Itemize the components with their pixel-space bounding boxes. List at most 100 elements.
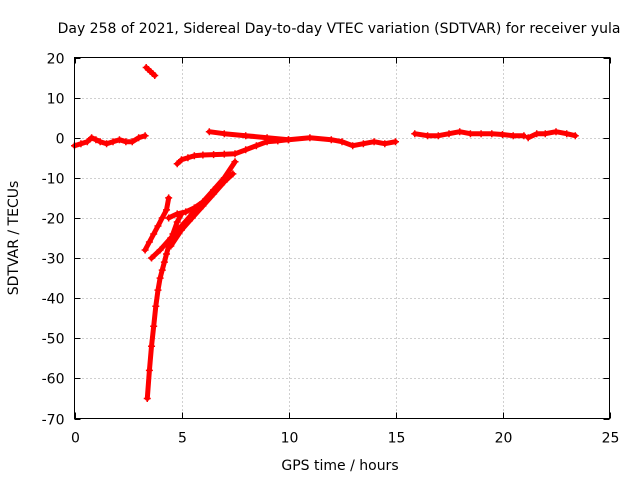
data-point [445,130,453,138]
data-point [96,138,104,146]
data-point [152,302,160,310]
data-point [242,146,250,154]
data-point [381,140,389,148]
data-point [184,154,192,162]
data-point [306,134,314,142]
data-point [541,130,549,138]
data-point [163,250,171,258]
data-point [148,254,156,262]
data-point [178,156,185,164]
data-point [173,210,181,218]
x-tick-label: 10 [281,431,299,447]
data-point [173,218,181,226]
y-tick-label: -20 [42,212,65,228]
data-point [242,132,250,140]
data-point [135,134,143,142]
data-point [434,132,442,140]
data-point [229,170,237,178]
data-point [424,132,432,140]
data-point [143,394,151,402]
data-point [160,258,168,266]
data-point [158,266,166,274]
data-point [150,230,158,238]
y-tick-label: -30 [42,252,65,268]
data-point [156,246,164,254]
series-1 [142,64,159,80]
series-6 [165,190,215,222]
grid [74,57,610,419]
series-trace [206,129,398,149]
data-point [533,130,541,138]
series-8 [205,128,399,150]
x-axis-title: GPS time / hours [281,458,398,474]
data-point [220,130,228,138]
data-point [220,178,228,186]
data-point [359,140,367,148]
data-point [338,138,346,146]
data-point [158,214,166,222]
ticks: 0 5 10 15 20 25 -70 -60 -50 -40 -30 -20 -10 0 10 20 [42,52,620,447]
data-point [77,140,85,148]
series-3 [141,194,173,254]
data-point [231,150,239,158]
data-point [571,132,579,140]
series-5 [167,170,237,250]
data-point [92,136,100,144]
data-point [231,158,239,166]
x-tick-label: 20 [495,431,513,447]
y-axis-title: SDTVAR / TECUs [6,181,22,296]
data-point [190,152,198,160]
y-tick-label: 10 [47,92,65,108]
y-tick-label: 20 [47,52,65,68]
data-point [178,226,185,234]
data-point [109,138,117,146]
chart-title: Day 258 of 2021, Sidereal Day-to-day VTE… [58,21,621,37]
y-tick-label: -70 [42,413,65,429]
data-point [199,198,207,206]
data-point [141,132,149,140]
data-point [151,72,159,80]
y-tick-label: -40 [42,292,65,308]
series-10 [524,128,579,142]
data-point [154,222,162,230]
x-tick-label: 15 [388,431,406,447]
data-point [220,150,228,158]
data-point [205,128,213,136]
data-point [145,238,153,246]
data-point [167,242,175,250]
y-tick-label: -60 [42,372,65,388]
data-point [520,132,528,140]
data-point [156,274,164,282]
data-point [392,138,399,146]
data-point [182,208,190,216]
data-point [83,138,91,146]
x-tick-label: 5 [178,431,187,447]
data-point [499,131,506,139]
data-point [150,322,158,330]
data-point [477,130,485,138]
data-point [327,136,335,144]
y-tick-label: -50 [42,332,65,348]
data-point [488,130,496,138]
data-point [190,204,198,212]
series-7 [173,136,292,168]
data-point [199,151,207,159]
data-point [103,140,111,148]
x-tick-label: 25 [602,431,620,447]
data-point [122,138,130,146]
series-layer [71,64,579,402]
data-point [128,138,136,146]
series-9 [411,128,528,140]
series-trace [525,129,578,141]
data-point [88,134,96,142]
series-trace [174,137,291,167]
y-tick-label: -10 [42,172,65,188]
data-point [148,342,156,350]
data-point [210,151,218,159]
data-point [466,130,474,138]
data-point [411,130,419,138]
x-tick-label: 0 [71,431,80,447]
plot-frame [74,57,610,419]
data-point [263,134,271,142]
